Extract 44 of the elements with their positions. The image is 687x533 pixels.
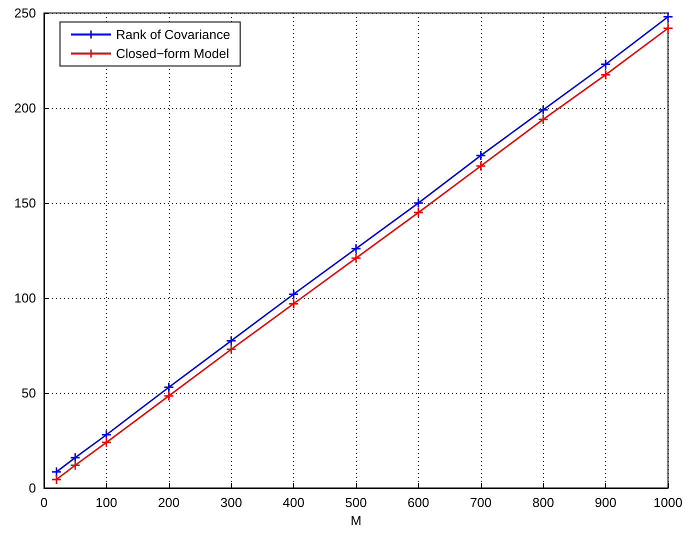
point	[350, 243, 362, 254]
legend-label: Closed−form Model	[116, 46, 230, 61]
point	[476, 150, 486, 161]
y-tick-label: 100	[14, 290, 36, 306]
y-tick-label: 150	[14, 196, 36, 210]
point	[70, 460, 80, 470]
point	[538, 104, 548, 116]
point	[476, 160, 486, 172]
x-tick-label: 900	[594, 495, 616, 510]
x-tick-label: 800	[532, 495, 554, 510]
x-tick-label: 0	[40, 495, 48, 510]
point	[101, 430, 112, 440]
x-axis-title: M	[350, 512, 362, 528]
point	[51, 474, 62, 485]
point	[288, 288, 299, 300]
x-tick-label: 400	[282, 495, 304, 510]
point	[101, 437, 112, 448]
point	[538, 114, 548, 125]
y-tick-label: 0	[28, 480, 36, 496]
x-tick-label: 600	[408, 495, 430, 510]
point	[226, 336, 236, 346]
x-tick-label: 300	[220, 495, 242, 510]
point	[70, 452, 80, 463]
point	[288, 298, 299, 309]
y-tick-label: 250	[14, 6, 36, 20]
point	[600, 59, 611, 70]
point	[413, 207, 424, 218]
point	[662, 12, 674, 22]
point	[164, 390, 174, 402]
x-tick-label: 700	[470, 495, 492, 510]
x-tick-label: 200	[158, 495, 180, 510]
legend-label: Rank of Covariance	[116, 27, 230, 42]
y-tick-label: 200	[14, 100, 36, 116]
x-tick-label: 500	[345, 495, 367, 510]
point	[226, 344, 236, 355]
x-tick-label: 100	[96, 495, 118, 510]
y-tick-label: 50	[22, 386, 36, 400]
point	[662, 22, 674, 34]
point	[600, 70, 611, 80]
point	[51, 466, 62, 478]
point	[350, 252, 362, 264]
x-tick-label: 1000	[654, 495, 682, 510]
point	[413, 198, 424, 208]
point	[164, 382, 174, 393]
